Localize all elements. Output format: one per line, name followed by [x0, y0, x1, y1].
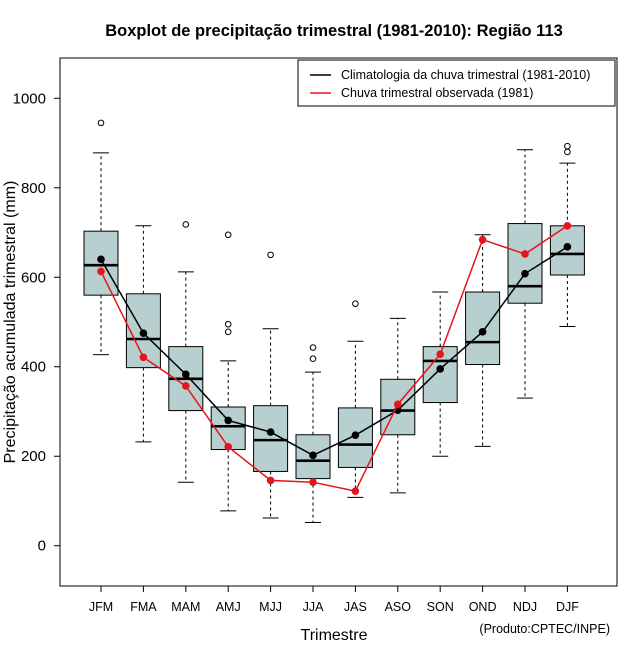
data-point-climatology	[266, 428, 275, 436]
data-point-climatology	[97, 255, 105, 264]
data-point-observed	[139, 353, 148, 362]
data-point-observed	[521, 250, 529, 258]
data-point-climatology	[139, 329, 148, 337]
outlier-point	[224, 328, 232, 336]
outlier-point	[224, 320, 232, 328]
y-tick-label: 0	[38, 538, 46, 555]
box-jfm	[83, 119, 119, 356]
data-point-climatology	[309, 451, 317, 460]
iqr-box	[83, 230, 119, 296]
legend-label-climatology: Climatologia da chuva trimestral (1981-2…	[341, 68, 590, 82]
x-tick-label: SON	[427, 600, 454, 614]
outlier-point	[224, 231, 232, 239]
x-tick-label: NDJ	[513, 600, 537, 614]
outlier-point	[564, 148, 571, 156]
data-point-climatology	[563, 243, 572, 251]
iqr-box	[210, 406, 246, 451]
legend-box	[297, 59, 616, 107]
data-point-observed	[563, 221, 572, 230]
y-tick-label: 400	[21, 359, 46, 376]
y-tick-label: 600	[21, 269, 46, 286]
x-tick-label: DJF	[556, 600, 579, 614]
outlier-point	[267, 251, 274, 259]
box-jja	[295, 344, 331, 523]
data-point-climatology	[351, 431, 360, 440]
data-point-climatology	[182, 370, 190, 379]
box-amj	[210, 231, 246, 512]
data-point-observed	[266, 476, 275, 485]
y-axis-label: Precipitação acumulada trimestral (mm)	[2, 181, 19, 464]
x-tick-label: AMJ	[216, 600, 241, 614]
x-tick-label: JFM	[89, 600, 113, 614]
chart-title: Boxplot de precipitação trimestral (1981…	[105, 22, 563, 40]
x-axis: JFM FMA MAM AMJ MJJ JJA JAS ASO SON OND NDJ DJF	[89, 585, 579, 614]
x-tick-label: ASO	[385, 600, 412, 614]
boxes-group	[83, 119, 585, 523]
box-ond	[465, 234, 501, 447]
data-point-observed	[182, 382, 190, 390]
data-point-observed	[351, 487, 360, 495]
data-point-observed	[394, 400, 402, 409]
y-axis: 0 200 400 600 800 1000	[13, 90, 61, 555]
series-observed	[97, 221, 572, 495]
box-djf	[549, 142, 585, 327]
data-point-observed	[309, 478, 317, 486]
x-tick-label: MAM	[171, 600, 200, 614]
legend: Climatologia da chuva trimestral (1981-2…	[297, 59, 616, 107]
legend-label-observed: Chuva trimestral observada (1981)	[341, 86, 533, 100]
y-tick-label: 1000	[13, 90, 46, 107]
x-tick-label: JJA	[303, 600, 325, 614]
series-climatology	[97, 243, 572, 460]
data-point-climatology	[436, 365, 445, 373]
outlier-point	[564, 142, 571, 150]
x-tick-label: MJJ	[259, 600, 282, 614]
source-note: (Produto:CPTEC/INPE)	[479, 622, 610, 636]
data-point-observed	[97, 267, 105, 276]
series-line-observed	[100, 225, 568, 492]
outlier-point	[309, 355, 317, 362]
data-point-observed	[224, 443, 232, 451]
data-point-observed	[478, 235, 487, 244]
outlier-point	[309, 344, 317, 351]
box-mam	[168, 221, 204, 483]
series-lines-group	[97, 221, 572, 495]
box-son	[422, 291, 458, 457]
data-point-observed	[436, 350, 445, 359]
x-tick-label: OND	[469, 600, 497, 614]
outlier-point	[97, 119, 105, 127]
data-point-climatology	[478, 328, 487, 336]
x-axis-label: Trimestre	[301, 627, 368, 644]
x-tick-label: JAS	[344, 600, 367, 614]
y-tick-label: 200	[21, 448, 46, 465]
series-line-climatology	[100, 246, 568, 457]
y-tick-label: 800	[21, 180, 46, 197]
data-point-climatology	[224, 416, 232, 425]
x-tick-label: FMA	[130, 600, 157, 614]
outlier-point	[182, 221, 190, 228]
data-point-climatology	[521, 269, 529, 278]
outlier-point	[352, 300, 359, 307]
